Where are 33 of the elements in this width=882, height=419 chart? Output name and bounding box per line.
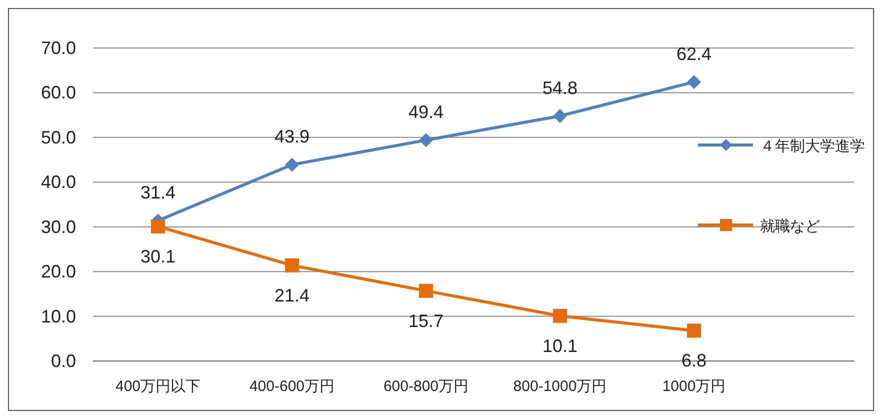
data-label: 31.4 <box>140 182 176 203</box>
point <box>553 308 567 323</box>
point <box>553 108 567 123</box>
point <box>687 324 701 338</box>
point <box>687 74 701 89</box>
data-label: 54.8 <box>542 78 578 98</box>
data-label: 10.1 <box>542 336 578 356</box>
x-tick-label: 1000万円 <box>662 378 726 395</box>
y-tick-label: 10.0 <box>40 306 76 326</box>
legend-label: ４年制大学進学 <box>760 137 865 155</box>
x-tick-label: 600-800万円 <box>383 378 469 395</box>
data-label: 43.9 <box>274 126 310 147</box>
data-label: 21.4 <box>274 285 310 306</box>
y-tick-label: 30.0 <box>40 216 76 237</box>
point <box>285 158 299 172</box>
y-tick-label: 70.0 <box>40 38 76 58</box>
y-tick-label: 20.0 <box>40 262 76 282</box>
y-tick-label: 50.0 <box>40 127 76 148</box>
x-tick-label: 800-1000万円 <box>513 378 607 395</box>
y-tick-label: 60.0 <box>40 82 76 103</box>
data-label: 49.4 <box>408 102 444 122</box>
data-label: 15.7 <box>408 310 444 331</box>
point <box>419 284 433 298</box>
point <box>419 133 433 148</box>
data-label: 62.4 <box>676 44 712 64</box>
y-tick-label: 40.0 <box>40 172 76 192</box>
data-label: 30.1 <box>140 246 176 266</box>
point <box>151 219 165 234</box>
point <box>285 258 299 272</box>
legend-label: 就職など <box>760 217 820 235</box>
y-tick-label: 0.0 <box>50 351 76 371</box>
x-tick-label: 400万円以下 <box>115 378 201 395</box>
x-tick-label: 400-600万円 <box>249 378 335 395</box>
